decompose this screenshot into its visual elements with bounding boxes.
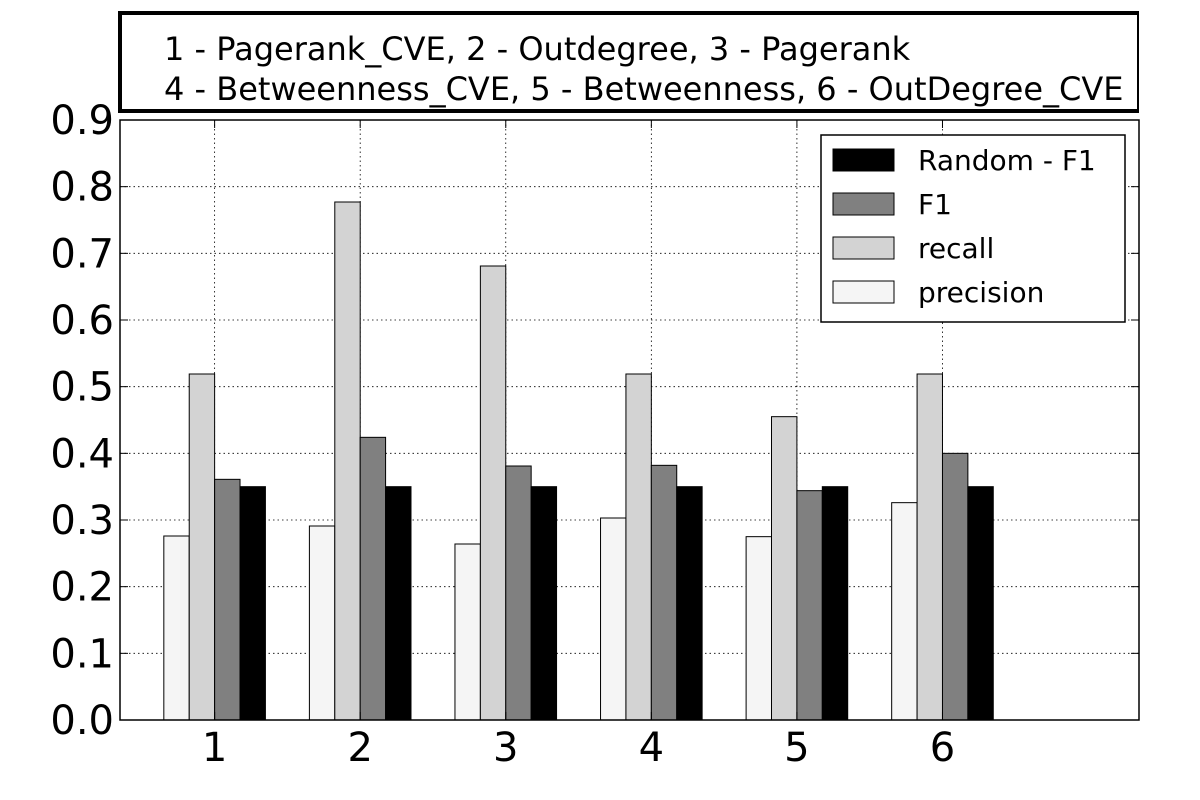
y-tick-label: 0.7 <box>50 231 114 277</box>
bar-precision-4 <box>600 517 627 721</box>
x-tick-label: 3 <box>493 725 518 771</box>
bar-f1-6 <box>941 452 969 721</box>
x-tick-label: 2 <box>347 725 372 771</box>
bar-recall-1 <box>188 373 216 721</box>
bar-f1-2 <box>359 436 387 721</box>
legend-swatch-f1 <box>832 192 895 216</box>
bar-recall-5 <box>771 416 798 721</box>
bar-recall-3 <box>479 265 507 721</box>
bar-f1-1 <box>214 478 241 721</box>
y-tick-label: 0.0 <box>50 698 114 744</box>
x-tick-label: 4 <box>639 725 664 771</box>
x-tick-label: 5 <box>784 725 809 771</box>
bar-random-f1-4 <box>676 486 703 721</box>
y-tick-label: 0.6 <box>50 298 114 344</box>
y-tick-label: 0.2 <box>50 565 114 611</box>
bar-f1-5 <box>796 490 823 721</box>
x-tick-label: 1 <box>202 725 227 771</box>
legend-label-recall: recall <box>918 232 994 265</box>
bar-random-f1-2 <box>385 486 412 721</box>
caption-box: 1 - Pagerank_CVE, 2 - Outdegree, 3 - Pag… <box>118 0 1200 115</box>
legend-swatch-precision <box>832 280 895 304</box>
legend-swatch-recall <box>832 236 895 260</box>
bar-random-f1-5 <box>821 486 849 721</box>
bar-f1-4 <box>650 464 678 721</box>
bar-random-f1-3 <box>530 486 558 721</box>
bar-random-f1-1 <box>239 486 266 721</box>
bar-precision-2 <box>308 525 336 721</box>
y-axis-tick-labels: 0.0 0.1 0.2 0.3 0.4 0.5 0.6 0.7 0.8 0.9 <box>50 98 114 744</box>
legend-label-f1: F1 <box>918 188 952 221</box>
bar-f1-3 <box>505 465 532 721</box>
y-tick-label: 0.8 <box>50 165 114 211</box>
bar-precision-1 <box>163 535 190 721</box>
tick-marks <box>120 119 1139 721</box>
plot-frame <box>119 119 1140 721</box>
bar-recall-4 <box>625 373 652 721</box>
bar-recall-6 <box>916 373 943 721</box>
y-tick-label: 0.4 <box>50 431 114 477</box>
x-tick-label: 6 <box>930 725 955 771</box>
y-tick-label: 0.1 <box>50 631 114 677</box>
legend: Random - F1 F1 recall precision <box>820 134 1126 323</box>
bars <box>163 201 994 721</box>
bar-precision-3 <box>454 543 481 721</box>
bar-precision-5 <box>745 536 773 721</box>
y-tick-label: 0.5 <box>50 365 114 411</box>
bar-random-f1-6 <box>967 486 994 721</box>
caption-line-1: 1 - Pagerank_CVE, 2 - Outdegree, 3 - Pag… <box>164 30 911 68</box>
legend-label-precision: precision <box>918 276 1044 309</box>
caption-box-border <box>118 11 1141 113</box>
caption-line-2: 4 - Betweenness_CVE, 5 - Betweenness, 6 … <box>164 70 1123 108</box>
y-tick-label: 0.3 <box>50 498 114 544</box>
x-axis-tick-labels: 1 2 3 4 5 6 <box>202 725 955 771</box>
caption-clip-mask <box>1139 0 1200 115</box>
bar-precision-6 <box>891 502 918 721</box>
y-tick-label: 0.9 <box>50 98 114 144</box>
bar-recall-2 <box>334 201 361 721</box>
legend-label-random-f1: Random - F1 <box>918 144 1096 177</box>
legend-swatch-random-f1 <box>832 148 895 172</box>
legend-items: Random - F1 F1 recall precision <box>832 144 1096 309</box>
